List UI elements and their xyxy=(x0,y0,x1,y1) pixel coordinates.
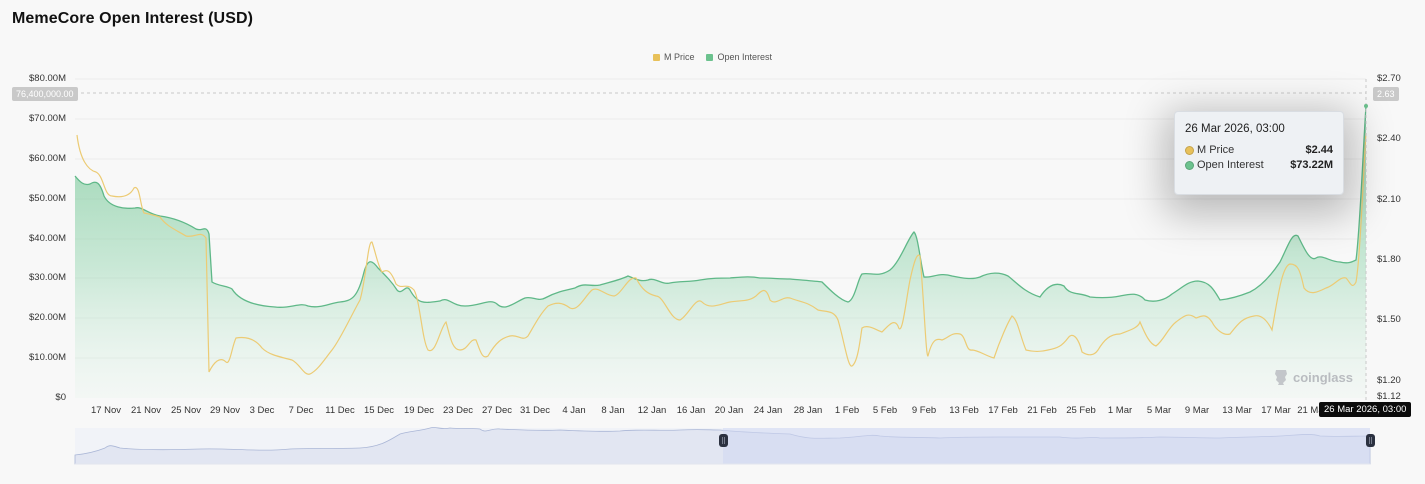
x-tick: 21 Feb xyxy=(1027,405,1057,416)
tooltip-value: $2.44 xyxy=(1305,144,1333,156)
coinglass-watermark: coinglass xyxy=(1273,368,1353,386)
x-tick: 17 Mar xyxy=(1261,405,1291,416)
y-right-tick: $2.40 xyxy=(1377,133,1401,144)
legend-swatch-icon xyxy=(706,53,714,61)
y-right-tick: $1.50 xyxy=(1377,314,1401,325)
x-tick: 24 Jan xyxy=(753,405,783,416)
tooltip-date: 26 Mar 2026, 03:00 xyxy=(1185,123,1285,135)
crosshair-left-value: 76,400,000.00 xyxy=(12,87,78,101)
y-left-tick: $70.00M xyxy=(29,113,66,124)
x-tick: 1 Mar xyxy=(1107,405,1133,416)
legend-label: M Price xyxy=(663,52,695,62)
x-tick: 3 Dec xyxy=(249,405,275,416)
x-tick: 25 Feb xyxy=(1066,405,1096,416)
tooltip-row-m-price: M Price $2.44 xyxy=(1185,144,1333,156)
navigator-selected-range[interactable] xyxy=(723,428,1370,464)
x-tick: 12 Jan xyxy=(637,405,667,416)
x-tick: 19 Dec xyxy=(403,405,435,416)
coinglass-logo-icon xyxy=(1275,370,1287,385)
legend-swatch-icon xyxy=(652,53,660,61)
x-tick: 31 Dec xyxy=(519,405,551,416)
legend-label: Open Interest xyxy=(717,52,773,62)
x-tick: 17 Feb xyxy=(988,405,1018,416)
open-interest-area xyxy=(75,106,1366,398)
legend-item-m-price[interactable]: M Price xyxy=(652,52,695,62)
x-tick: 1 Feb xyxy=(834,405,860,416)
x-tick: 5 Feb xyxy=(872,405,898,416)
x-tick: 16 Jan xyxy=(676,405,706,416)
y-left-tick: $60.00M xyxy=(29,153,66,164)
legend-item-open-interest[interactable]: Open Interest xyxy=(706,52,772,62)
y-right-tick: $1.20 xyxy=(1377,375,1401,386)
x-tick: 9 Feb xyxy=(911,405,937,416)
y-left-tick: $20.00M xyxy=(29,312,66,323)
y-left-tick: $10.00M xyxy=(29,352,66,363)
x-tick: 21 Nov xyxy=(130,405,162,416)
chart-title: MemeCore Open Interest (USD) xyxy=(12,10,254,27)
open-interest-line xyxy=(74,105,1367,309)
y-right-tick: $1.12 xyxy=(1377,391,1401,402)
open-interest-point xyxy=(1364,104,1368,108)
y-left-tick: $80.00M xyxy=(29,73,66,84)
open-interest-dot-icon xyxy=(1185,160,1194,170)
x-tick: 9 Mar xyxy=(1184,405,1210,416)
navigator-right-handle[interactable] xyxy=(1366,434,1375,447)
m-price-line xyxy=(76,132,1367,375)
x-tick: 25 Nov xyxy=(170,405,202,416)
x-tick: 4 Jan xyxy=(562,405,586,416)
navigator-left-handle[interactable] xyxy=(719,434,728,447)
y-right-tick: $1.80 xyxy=(1377,254,1401,265)
x-tick: 29 Nov xyxy=(209,405,241,416)
chart-legend: M Price Open Interest xyxy=(0,52,1425,62)
tooltip-label: M Price xyxy=(1197,144,1235,156)
x-tick: 15 Dec xyxy=(363,405,395,416)
x-tick: 5 Mar xyxy=(1146,405,1172,416)
y-left-tick: $50.00M xyxy=(29,193,66,204)
crosshair-x-value: 26 Mar 2026, 03:00 xyxy=(1319,402,1412,417)
data-zoom-navigator[interactable] xyxy=(74,427,1375,465)
x-tick: 27 Dec xyxy=(481,405,513,416)
x-tick: 13 Feb xyxy=(949,405,979,416)
tooltip-label: Open Interest xyxy=(1197,159,1264,171)
y-left-tick: $30.00M xyxy=(29,272,66,283)
x-tick: 8 Jan xyxy=(601,405,625,416)
x-tick: 17 Nov xyxy=(90,405,122,416)
crosshair-right-value: 2.63 xyxy=(1373,87,1399,101)
y-left-tick: $0 xyxy=(55,392,66,403)
x-tick: 11 Dec xyxy=(325,405,355,416)
x-tick: 28 Jan xyxy=(793,405,823,416)
x-tick: 7 Dec xyxy=(288,405,314,416)
chart-tooltip: 26 Mar 2026, 03:00 M Price $2.44 Open In… xyxy=(1174,111,1344,195)
y-left-tick: $40.00M xyxy=(29,233,66,244)
x-tick: 13 Mar xyxy=(1222,405,1252,416)
y-right-tick: $2.70 xyxy=(1377,73,1401,84)
x-tick: 23 Dec xyxy=(442,405,474,416)
watermark-text: coinglass xyxy=(1293,369,1353,385)
tooltip-value: $73.22M xyxy=(1290,159,1333,171)
x-tick: 20 Jan xyxy=(714,405,744,416)
x-tick: 21 Mar xyxy=(1297,405,1327,416)
y-right-tick: $2.10 xyxy=(1377,194,1401,205)
m-price-dot-icon xyxy=(1185,145,1194,155)
tooltip-row-open-interest: Open Interest $73.22M xyxy=(1185,159,1333,171)
